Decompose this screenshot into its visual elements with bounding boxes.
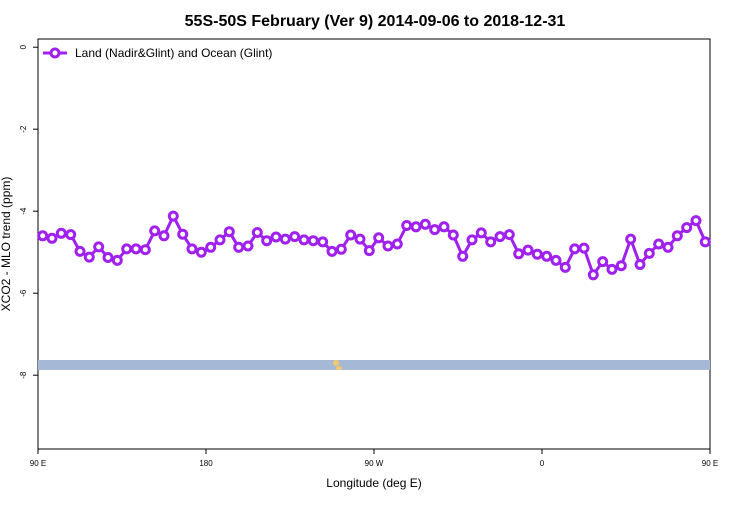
data-point bbox=[419, 218, 431, 230]
data-point bbox=[606, 263, 618, 275]
x-tick-label: 180 bbox=[199, 459, 213, 468]
data-point bbox=[662, 241, 674, 253]
data-point bbox=[345, 229, 357, 241]
data-point bbox=[205, 241, 217, 253]
data-point bbox=[466, 234, 478, 246]
data-point bbox=[522, 244, 534, 256]
data-point bbox=[615, 260, 627, 272]
data-point bbox=[578, 242, 590, 254]
data-point bbox=[167, 210, 179, 222]
data-point bbox=[111, 254, 123, 266]
data-point bbox=[391, 238, 403, 250]
data-point bbox=[233, 241, 245, 253]
data-point bbox=[307, 235, 319, 247]
data-point bbox=[177, 228, 189, 240]
data-point bbox=[214, 234, 226, 246]
data-point bbox=[93, 241, 105, 253]
data-point bbox=[326, 245, 338, 257]
data-point bbox=[223, 226, 235, 238]
data-point bbox=[597, 256, 609, 268]
legend-marker bbox=[49, 47, 61, 59]
data-point bbox=[550, 254, 562, 266]
data-point bbox=[457, 250, 469, 262]
data-point bbox=[410, 221, 422, 233]
data-point bbox=[625, 233, 637, 245]
x-axis: 90 E 180 90 W 0 90 E bbox=[30, 449, 718, 468]
y-tick-label: -8 bbox=[19, 371, 28, 379]
coverage-band-highlight bbox=[333, 360, 339, 366]
data-point bbox=[587, 269, 599, 281]
data-point bbox=[401, 220, 413, 231]
data-point bbox=[531, 248, 543, 260]
data-point bbox=[65, 229, 77, 241]
data-point bbox=[513, 248, 525, 260]
x-axis-label: Longitude (deg E) bbox=[326, 476, 421, 490]
data-point bbox=[438, 221, 450, 233]
data-point bbox=[121, 243, 133, 255]
data-point bbox=[447, 229, 459, 241]
data-point bbox=[559, 261, 571, 273]
data-point bbox=[139, 244, 151, 256]
data-point bbox=[335, 243, 347, 255]
x-tick-label: 90 E bbox=[702, 459, 718, 468]
data-point bbox=[270, 231, 282, 243]
y-tick-label: -6 bbox=[19, 289, 28, 297]
data-point bbox=[569, 243, 581, 255]
data-point bbox=[681, 222, 693, 234]
y-tick-label: 0 bbox=[19, 44, 28, 49]
data-point bbox=[494, 231, 506, 243]
data-point bbox=[158, 230, 170, 242]
data-point bbox=[634, 259, 646, 270]
x-tick-label: 0 bbox=[540, 459, 545, 468]
data-point bbox=[643, 247, 655, 259]
data-point bbox=[46, 232, 58, 244]
data-point bbox=[55, 227, 67, 239]
data-point bbox=[298, 234, 310, 246]
data-point bbox=[382, 240, 394, 252]
data-point bbox=[429, 224, 441, 236]
data-point bbox=[475, 227, 487, 239]
data-point bbox=[261, 235, 273, 247]
coverage-band-bar bbox=[38, 360, 710, 370]
data-point bbox=[102, 252, 114, 263]
data-point bbox=[251, 227, 263, 238]
series-layer bbox=[37, 210, 711, 281]
data-point bbox=[74, 245, 86, 257]
data-point bbox=[130, 243, 142, 255]
data-point bbox=[289, 231, 301, 243]
x-tick-label: 90 W bbox=[365, 459, 384, 468]
data-point bbox=[195, 246, 207, 258]
data-point bbox=[242, 240, 254, 252]
coverage-band bbox=[38, 360, 710, 370]
data-point bbox=[363, 245, 375, 257]
legend-label: Land (Nadir&Glint) and Ocean (Glint) bbox=[75, 46, 272, 60]
chart-title: 55S-50S February (Ver 9) 2014-09-06 to 2… bbox=[185, 13, 566, 30]
coverage-band-highlight bbox=[336, 366, 342, 370]
data-point bbox=[37, 230, 49, 242]
data-point bbox=[317, 236, 329, 248]
y-axis-label: XCO2 - MLO trend (ppm) bbox=[0, 177, 13, 312]
data-point bbox=[653, 238, 665, 250]
data-point bbox=[149, 225, 161, 237]
y-axis: 0 -2 -4 -6 -8 bbox=[19, 44, 38, 379]
data-point bbox=[699, 236, 711, 248]
data-point bbox=[279, 233, 291, 245]
data-point bbox=[186, 243, 198, 255]
data-point bbox=[671, 230, 683, 242]
data-point bbox=[485, 236, 497, 248]
data-point bbox=[373, 232, 385, 244]
data-point bbox=[503, 229, 515, 241]
data-point bbox=[541, 250, 553, 262]
data-point bbox=[354, 233, 366, 245]
y-tick-label: -4 bbox=[19, 207, 28, 215]
data-point bbox=[690, 215, 702, 227]
legend: Land (Nadir&Glint) and Ocean (Glint) bbox=[43, 46, 272, 60]
x-tick-label: 90 E bbox=[30, 459, 46, 468]
data-point bbox=[83, 251, 95, 263]
y-tick-label: -2 bbox=[19, 125, 28, 133]
